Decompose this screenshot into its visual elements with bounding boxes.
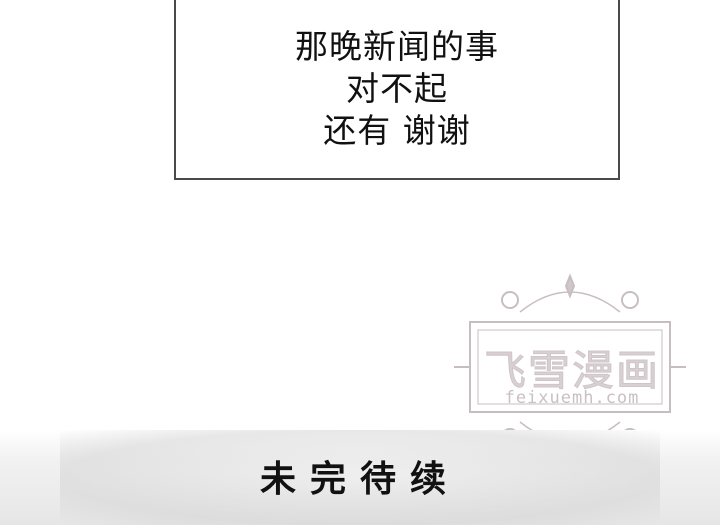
watermark-url: feixuemh.com bbox=[504, 388, 640, 408]
speech-panel: 那晚新闻的事 对不起 还有 谢谢 bbox=[174, 0, 620, 180]
to-be-continued-text: 未完待续 bbox=[259, 459, 460, 500]
panel-line-1: 那晚新闻的事 bbox=[295, 27, 499, 66]
panel-text: 那晚新闻的事 对不起 还有 谢谢 bbox=[176, 26, 618, 152]
watermark-title: 飞雪漫画 bbox=[483, 346, 660, 396]
panel-line-2: 对不起 bbox=[346, 69, 448, 108]
footer-banner: 未完待续 bbox=[0, 430, 720, 525]
panel-line-3: 还有 谢谢 bbox=[323, 111, 471, 150]
